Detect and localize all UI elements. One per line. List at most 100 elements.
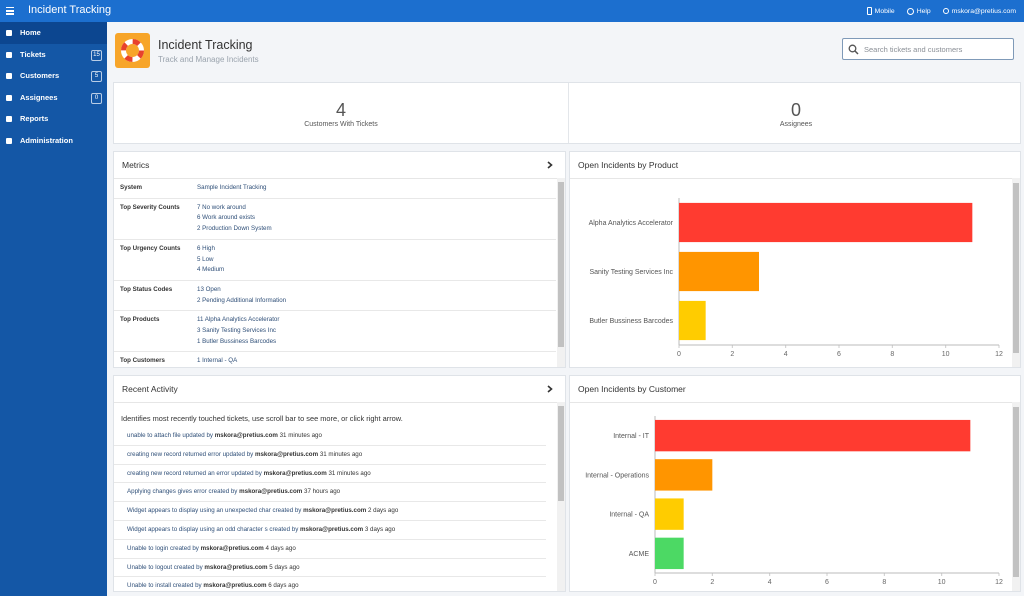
activity-user: mskora@pretius.com bbox=[263, 469, 327, 477]
nav-item[interactable]: Home bbox=[0, 22, 107, 44]
nav-badge: 15 bbox=[91, 49, 102, 61]
stat-value: 4 bbox=[335, 100, 346, 120]
activity-text: Widget appears to display using an unexp… bbox=[127, 507, 302, 515]
nav-item[interactable]: Administration bbox=[0, 130, 107, 152]
top-link[interactable]: Help bbox=[906, 7, 931, 15]
panel-header: Open Incidents by Customer bbox=[570, 376, 1020, 403]
expand-arrow[interactable] bbox=[547, 161, 553, 169]
nav-icon bbox=[6, 73, 12, 79]
metric-label: Top Products bbox=[120, 316, 160, 324]
metric-item: 11 Alpha Analytics Accelerator bbox=[197, 316, 280, 324]
scrollbar[interactable] bbox=[557, 402, 565, 591]
metric-item: 4 Medium bbox=[197, 266, 225, 274]
nav-item[interactable]: Customers 5 bbox=[0, 65, 107, 87]
metric-item: 2 Pending Additional Information bbox=[197, 296, 287, 304]
chart: 0 2 4 6 8 10 12 Internal - IT Internal - Operati… bbox=[585, 416, 1003, 586]
panel-header: Recent Activity bbox=[114, 376, 565, 403]
metric-row: System Sample Incident Tracking bbox=[114, 179, 556, 199]
activity-item[interactable]: Unable to install created by mskora@pret… bbox=[114, 577, 546, 591]
top-bar: Incident Tracking Mobile Help mskora@preti… bbox=[0, 0, 1024, 22]
metric-row: Top Severity Counts 7 No work around 6 Wor… bbox=[114, 199, 556, 240]
search-icon bbox=[848, 44, 859, 55]
bar bbox=[655, 419, 971, 452]
nav-label: Reports bbox=[20, 114, 49, 123]
scrollbar[interactable] bbox=[1012, 178, 1020, 367]
activity-item[interactable]: Widget appears to display using an odd c… bbox=[114, 521, 546, 540]
metric-item: 3 Sanity Testing Services Inc bbox=[197, 327, 276, 335]
x-tick-label: 10 bbox=[942, 351, 950, 358]
stat: 4 Customers With Tickets bbox=[114, 83, 568, 143]
metric-item: 2 Internal - Operations bbox=[197, 367, 556, 368]
activity-item[interactable]: Applying changes gives error created by … bbox=[114, 483, 546, 503]
menu-button[interactable] bbox=[6, 7, 14, 15]
bar bbox=[679, 300, 706, 341]
metrics-panel: Metrics System Sample Incident Tracking To… bbox=[113, 151, 566, 368]
metric-row: Top Status Codes 13 Open 2 Pending Additio… bbox=[114, 281, 556, 312]
bar bbox=[679, 251, 759, 292]
activity-time: 6 days ago bbox=[268, 582, 299, 590]
metric-item: 6 High bbox=[197, 244, 215, 252]
metric-label: Top Status Codes bbox=[120, 285, 173, 293]
activity-item[interactable]: Unable to login created by mskora@pretiu… bbox=[114, 540, 546, 559]
activity-text: creating new record returned error updat… bbox=[127, 450, 254, 458]
metric-label: Top Urgency Counts bbox=[120, 244, 181, 252]
nav-item[interactable]: Tickets 15 bbox=[0, 44, 107, 66]
x-tick-label: 12 bbox=[995, 351, 1003, 358]
top-link[interactable]: Mobile bbox=[866, 7, 895, 15]
activity-item[interactable]: Widget appears to display using an unexp… bbox=[114, 502, 546, 521]
activity-item[interactable]: unable to attach file updated by mskora@… bbox=[114, 427, 546, 446]
bar bbox=[679, 202, 973, 243]
scrollbar[interactable] bbox=[557, 178, 565, 367]
activity-item[interactable]: Unable to logout created by mskora@preti… bbox=[114, 559, 546, 578]
panel-title: Open Incidents by Customer bbox=[578, 384, 686, 394]
activity-time: 31 minutes ago bbox=[328, 469, 371, 477]
chart: 0 2 4 6 8 10 12 Alpha Analytics Accelerator Sani… bbox=[589, 198, 1003, 358]
x-tick-label: 6 bbox=[825, 579, 829, 586]
app-title: Incident Tracking bbox=[28, 4, 112, 16]
activity-text: Unable to install created by bbox=[127, 582, 202, 590]
activity-user: mskora@pretius.com bbox=[203, 582, 267, 590]
nav-label: Administration bbox=[20, 135, 73, 145]
metric-item: 13 Open bbox=[197, 285, 221, 293]
stat: 0 Assignees bbox=[568, 83, 1020, 143]
page-title: Incident Tracking bbox=[158, 38, 253, 52]
metric-label: System bbox=[120, 184, 143, 191]
activity-user: mskora@pretius.com bbox=[214, 432, 278, 439]
bar bbox=[655, 537, 684, 570]
metric-row: Top Products 11 Alpha Analytics Accelerat… bbox=[114, 311, 556, 353]
category-label: Internal - Operations bbox=[585, 472, 649, 479]
panel-title: Open Incidents by Product bbox=[578, 160, 679, 170]
panel-header: Open Incidents by Product bbox=[570, 152, 1020, 179]
activity-user: mskora@pretius.com bbox=[303, 507, 367, 515]
nav-icon bbox=[6, 137, 12, 144]
scrollbar[interactable] bbox=[1012, 402, 1020, 591]
search-box[interactable]: Search tickets and customers bbox=[842, 38, 1014, 60]
activity-time: 2 days ago bbox=[367, 507, 399, 515]
nav-badge: 0 bbox=[91, 92, 102, 104]
category-label: Butler Bussiness Barcodes bbox=[589, 318, 673, 325]
activity-item[interactable]: creating new record returned error updat… bbox=[114, 446, 546, 465]
category-label: Sanity Testing Services Inc bbox=[589, 269, 673, 276]
top-link[interactable]: mskora@pretius.com bbox=[942, 7, 1016, 15]
page-subtitle: Track and Manage Incidents bbox=[158, 55, 259, 64]
link-label: mskora@pretius.com bbox=[951, 7, 1016, 15]
category-label: Alpha Analytics Accelerator bbox=[589, 220, 674, 227]
x-tick-label: 2 bbox=[710, 579, 714, 586]
metric-row: Top Customers 1 Internal - QA 2 Internal -… bbox=[114, 352, 556, 368]
activity-time: 4 days ago bbox=[265, 544, 296, 552]
link-icon bbox=[906, 7, 914, 15]
activity-text: Unable to login created by bbox=[127, 544, 199, 552]
metric-item: 1 Butler Bussiness Barcodes bbox=[197, 337, 277, 345]
activity-item[interactable]: creating new record returned an error up… bbox=[114, 465, 546, 484]
nav-item[interactable]: Assignees 0 bbox=[0, 87, 107, 109]
x-tick-label: 4 bbox=[768, 579, 772, 586]
nav-badge: 5 bbox=[91, 71, 102, 82]
stat-label: Customers With Tickets bbox=[304, 121, 378, 128]
activity-text: Widget appears to display using an odd c… bbox=[127, 525, 299, 533]
activity-time: 31 minutes ago bbox=[319, 450, 363, 458]
metric-item: 5 Low bbox=[197, 255, 214, 263]
expand-arrow[interactable] bbox=[547, 385, 553, 393]
nav-item[interactable]: Reports bbox=[0, 108, 107, 130]
